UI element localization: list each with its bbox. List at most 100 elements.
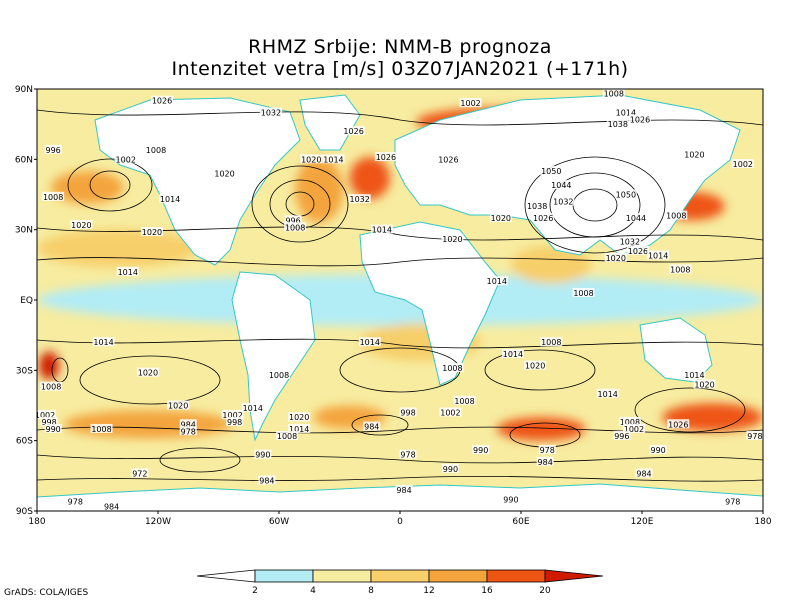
isobar-label-bg [70, 219, 93, 229]
isobar-label: 1014 [648, 251, 668, 260]
colorbar-tick-label: 2 [252, 586, 258, 596]
isobar-label: 1026 [630, 115, 650, 124]
contour-high-south-indian [484, 349, 596, 391]
isobar-label: 1026 [668, 420, 688, 429]
lat-tick-label: 90S [16, 507, 33, 517]
isobar-label: 1014 [487, 277, 507, 286]
isobar-label-bg [221, 409, 244, 419]
colorbar-segment [428, 569, 488, 583]
wind-zone-0 [37, 274, 763, 326]
wind-zone-6 [349, 156, 390, 200]
isobar-label: 1020 [71, 221, 91, 230]
isobar-label-bg [439, 407, 462, 417]
landmass-greenland [299, 94, 361, 151]
isobar-label-bg [276, 430, 299, 440]
isobar-label: 1002 [460, 99, 480, 108]
isobar-label-bg [254, 449, 272, 459]
isobar-label-bg [614, 107, 637, 117]
isobar-label: 1026 [628, 247, 648, 256]
isobar-label: 998 [227, 418, 242, 427]
isobar-label-bg [441, 463, 459, 473]
isobar-label-bg [441, 362, 464, 372]
contour-southern-ocean-1 [37, 426, 763, 434]
landmass-antarctica [37, 483, 763, 511]
isobar-label-bg [213, 168, 236, 178]
isobar-label-bg [613, 430, 631, 440]
isobar-label: 978 [68, 498, 83, 507]
contour-low-north-atlantic-3 [251, 165, 349, 243]
isobar-label-bg [342, 126, 365, 136]
isobar-label-bg [626, 245, 649, 255]
isobar-label: 990 [473, 446, 488, 455]
landmass-north-america [94, 97, 301, 266]
isobar-label-bg [322, 154, 345, 164]
isobar-label: 984 [538, 458, 553, 467]
isobar-label: 1008 [91, 425, 111, 434]
chart-title: RHMZ Srbije: NMM-B prognoza [248, 36, 552, 58]
lon-tick-label: 0 [397, 517, 403, 527]
isobar-label: 1008 [573, 289, 593, 298]
isobar-label: 1008 [277, 432, 297, 441]
isobar-label-bg [647, 250, 670, 260]
isobar-label-bg [622, 423, 645, 433]
isobar-label-bg [42, 191, 65, 201]
isobar-label-bg [348, 194, 371, 204]
colorbar-high-arrow [544, 569, 604, 583]
wind-zone-3 [510, 246, 592, 284]
isobar-label: 1020 [442, 235, 462, 244]
longitude-axis: 180 120W 60W 0 60E 120E 180 [28, 511, 772, 527]
lon-tick-label: 120E [631, 517, 654, 527]
isobar-label: 1002 [440, 409, 460, 418]
isobar-label-bg [167, 400, 190, 410]
isobar-label-bg [140, 227, 163, 237]
isobar-label-bg [606, 119, 629, 129]
isobar-label: 1008 [146, 146, 166, 155]
isobar-label-bg [44, 423, 62, 433]
isobar-label-bg [144, 144, 167, 154]
isobar-label: 984 [364, 423, 379, 432]
wind-zone-13 [39, 351, 60, 380]
isobar-label-bg [40, 416, 58, 426]
isobar-label-bg [746, 430, 763, 440]
isobar-label: 1026 [152, 97, 172, 106]
isobar-label: 996 [285, 216, 300, 225]
isobar-label: 978 [181, 427, 196, 436]
isobar-label-bg [258, 475, 276, 485]
isobar-label: 1020 [142, 228, 162, 237]
isobar-label-bg [241, 402, 264, 412]
lon-tick-label: 180 [754, 517, 771, 527]
isobar-label: 1026 [343, 127, 363, 136]
isobar-label-bg [66, 496, 84, 506]
isobar-label-bg [649, 445, 667, 455]
isobar-label: 1008 [620, 418, 640, 427]
isobar-label-bg [550, 180, 573, 190]
isobar-label: 1032 [553, 198, 573, 207]
isobar-label-bg [683, 149, 706, 159]
isobar-label-bg [92, 337, 115, 347]
colorbar: 2 4 8 12 16 20 [196, 569, 604, 596]
isobar-label-bg [683, 370, 706, 380]
colorbar-tick-label: 12 [423, 586, 434, 596]
isobar-label-bg [602, 89, 625, 98]
isobar-label-bg [596, 388, 619, 398]
isobar-label-bg [624, 212, 647, 222]
isobar-label: 1020 [525, 362, 545, 371]
isobar-label-bg [614, 189, 637, 199]
isobar-label: 978 [725, 498, 740, 507]
isobar-label: 1014 [289, 425, 309, 434]
isobar-label: 984 [104, 502, 119, 511]
isobar-label-bg [540, 337, 563, 347]
lon-tick-label: 60W [269, 517, 289, 527]
isobar-label-bg [114, 154, 137, 164]
isobar-label-bg [37, 409, 57, 419]
isobar-label: 984 [181, 420, 196, 429]
isobar-label: 998 [41, 418, 56, 427]
isobar-label: 1020 [491, 214, 511, 223]
isobar-label: 1026 [376, 153, 396, 162]
colorbar-segment [486, 569, 546, 583]
isobar-label: 1050 [541, 167, 561, 176]
isobar-label-bg [502, 494, 520, 504]
isobar-label-bg [501, 348, 524, 358]
colorbar-tick-label: 16 [481, 586, 493, 596]
